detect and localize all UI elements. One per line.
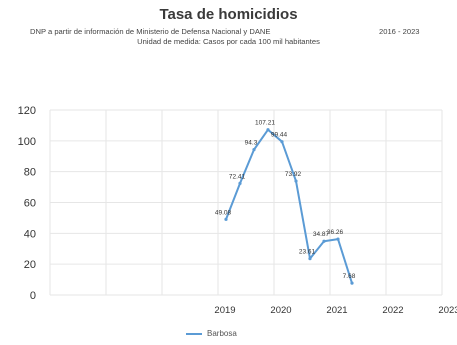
data-label: 94.3 bbox=[245, 140, 258, 147]
y-tick-label: 60 bbox=[24, 198, 36, 210]
y-tick-label: 80 bbox=[24, 167, 36, 179]
data-label: 99.44 bbox=[271, 132, 288, 139]
chart-title: Tasa de homicidios bbox=[159, 6, 298, 23]
data-label: 72.41 bbox=[229, 173, 246, 180]
data-point bbox=[336, 237, 340, 241]
x-tick-label: 2020 bbox=[270, 305, 291, 316]
data-label: 23.61 bbox=[299, 249, 316, 256]
x-tick-label: 2019 bbox=[214, 305, 235, 316]
data-label: 49.08 bbox=[215, 209, 232, 216]
data-point bbox=[224, 217, 228, 221]
data-label: 7.68 bbox=[343, 273, 356, 280]
chart-period: 2016 - 2023 bbox=[379, 27, 420, 36]
legend-label: Barbosa bbox=[207, 329, 237, 338]
y-tick-label: 40 bbox=[24, 228, 36, 240]
chart-source: DNP a partir de información de Ministeri… bbox=[30, 27, 271, 36]
data-label: 107.21 bbox=[255, 120, 275, 127]
y-tick-label: 0 bbox=[30, 290, 36, 302]
data-point bbox=[308, 257, 312, 261]
y-tick-label: 120 bbox=[18, 105, 36, 117]
chart-units: Unidad de medida: Casos por cada 100 mil… bbox=[137, 37, 320, 46]
x-tick-label: 2022 bbox=[382, 305, 403, 316]
series-line-barbosa bbox=[225, 128, 353, 284]
data-point bbox=[266, 128, 270, 132]
y-tick-label: 100 bbox=[18, 136, 36, 148]
y-tick-label: 20 bbox=[24, 259, 36, 271]
data-point bbox=[294, 179, 298, 183]
data-point bbox=[350, 281, 354, 285]
legend-swatch bbox=[186, 332, 202, 335]
x-tick-label: 2021 bbox=[326, 305, 347, 316]
x-tick-label: 2023 bbox=[438, 305, 457, 316]
data-point bbox=[252, 148, 256, 152]
data-label: 73.92 bbox=[285, 171, 302, 178]
data-point bbox=[238, 181, 242, 185]
data-label: 34.87 bbox=[313, 231, 330, 238]
chart-legend: Barbosa bbox=[186, 329, 237, 338]
data-label: 36.26 bbox=[327, 229, 344, 236]
line-chart: 0 20 40 60 80 100 120 2019 2020 2021 2022 2023 49.08… bbox=[18, 105, 457, 316]
data-point bbox=[280, 140, 284, 144]
data-point bbox=[322, 239, 326, 243]
